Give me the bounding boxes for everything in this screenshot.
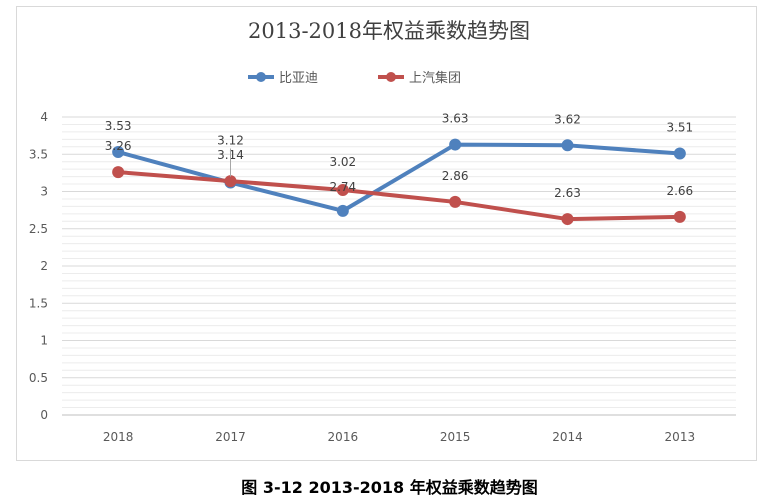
chart-title: 2013-2018年权益乘数趋势图: [248, 19, 530, 43]
x-tick-label: 2013: [665, 430, 696, 444]
data-point-0-2: [336, 204, 349, 217]
data-label-1-5: 2.66: [666, 184, 693, 198]
series-line-1: [118, 170, 680, 222]
x-tick-label: 2017: [215, 430, 246, 444]
data-label-0-1: 3.12: [217, 134, 244, 148]
data-point-0-0: [112, 146, 125, 159]
data-label-1-2: 3.02: [329, 155, 356, 169]
legend: 比亚迪 上汽集团: [248, 70, 461, 86]
data-point-1-1: [224, 175, 237, 188]
data-point-0-4: [561, 139, 574, 152]
y-tick-label: 0: [40, 408, 48, 422]
data-point-1-3: [449, 195, 462, 208]
data-label-0-2: 2.74: [329, 180, 356, 194]
figure-caption: 图 3-12 2013-2018 年权益乘数趋势图: [241, 478, 538, 497]
data-label-1-4: 2.63: [554, 186, 581, 200]
data-point-0-5: [673, 147, 686, 160]
data-label-0-5: 3.51: [666, 121, 693, 135]
data-label-0-3: 3.63: [442, 112, 469, 126]
series-line-0: [117, 142, 680, 213]
data-label-0-4: 3.62: [554, 112, 581, 126]
legend-label-byd: 比亚迪: [279, 71, 318, 86]
legend-label-saic: 上汽集团: [409, 70, 461, 86]
data-point-0-3: [449, 138, 462, 151]
y-tick-label: 4: [40, 110, 48, 124]
x-tick-label: 2016: [328, 430, 359, 444]
y-tick-label: 2: [40, 259, 48, 273]
data-label-1-3: 2.86: [442, 169, 469, 183]
x-tick-label: 2018: [103, 430, 134, 444]
data-point-1-2: [336, 184, 349, 197]
y-tick-label: 1.5: [29, 296, 48, 310]
y-tick-label: 0.5: [29, 371, 48, 385]
y-tick-label: 3.5: [29, 147, 48, 161]
y-tick-label: 2.5: [29, 222, 48, 236]
data-point-1-4: [561, 213, 574, 226]
x-tick-label: 2014: [552, 430, 583, 444]
data-point-1-0: [112, 166, 125, 179]
x-tick-label: 2015: [440, 430, 471, 444]
data-point-1-5: [673, 210, 686, 223]
legend-dot-byd: [256, 72, 266, 82]
data-label-0-0: 3.53: [105, 119, 132, 133]
legend-dot-saic: [386, 72, 396, 82]
data-label-1-0: 3.26: [105, 139, 132, 153]
y-tick-label: 3: [40, 185, 48, 199]
y-tick-label: 1: [40, 334, 48, 348]
